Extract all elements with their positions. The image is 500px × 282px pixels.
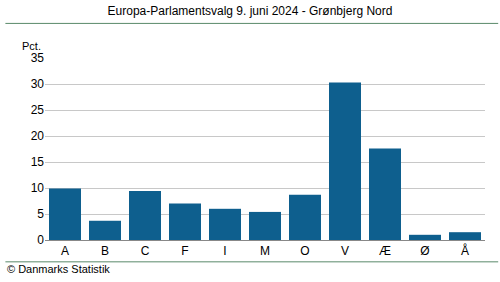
svg-text:C: C [141, 244, 150, 258]
svg-text:5: 5 [37, 207, 44, 221]
svg-text:I: I [223, 244, 226, 258]
svg-text:B: B [101, 244, 109, 258]
svg-text:© Danmarks Statistik: © Danmarks Statistik [7, 263, 110, 275]
svg-text:Ø: Ø [420, 244, 429, 258]
svg-text:30: 30 [31, 77, 45, 91]
svg-text:Europa-Parlamentsvalg 9. juni: Europa-Parlamentsvalg 9. juni 2024 - Grø… [108, 4, 393, 18]
svg-text:O: O [300, 244, 309, 258]
svg-text:A: A [61, 244, 69, 258]
svg-text:Pct.: Pct. [22, 40, 41, 52]
svg-text:35: 35 [31, 51, 45, 65]
svg-text:V: V [341, 244, 349, 258]
svg-text:15: 15 [31, 155, 45, 169]
svg-text:0: 0 [37, 233, 44, 247]
svg-text:F: F [181, 244, 188, 258]
svg-text:Å: Å [461, 243, 469, 258]
svg-text:20: 20 [31, 129, 45, 143]
svg-text:10: 10 [31, 181, 45, 195]
svg-text:25: 25 [31, 103, 45, 117]
svg-text:M: M [260, 244, 270, 258]
svg-text:Æ: Æ [379, 244, 391, 258]
